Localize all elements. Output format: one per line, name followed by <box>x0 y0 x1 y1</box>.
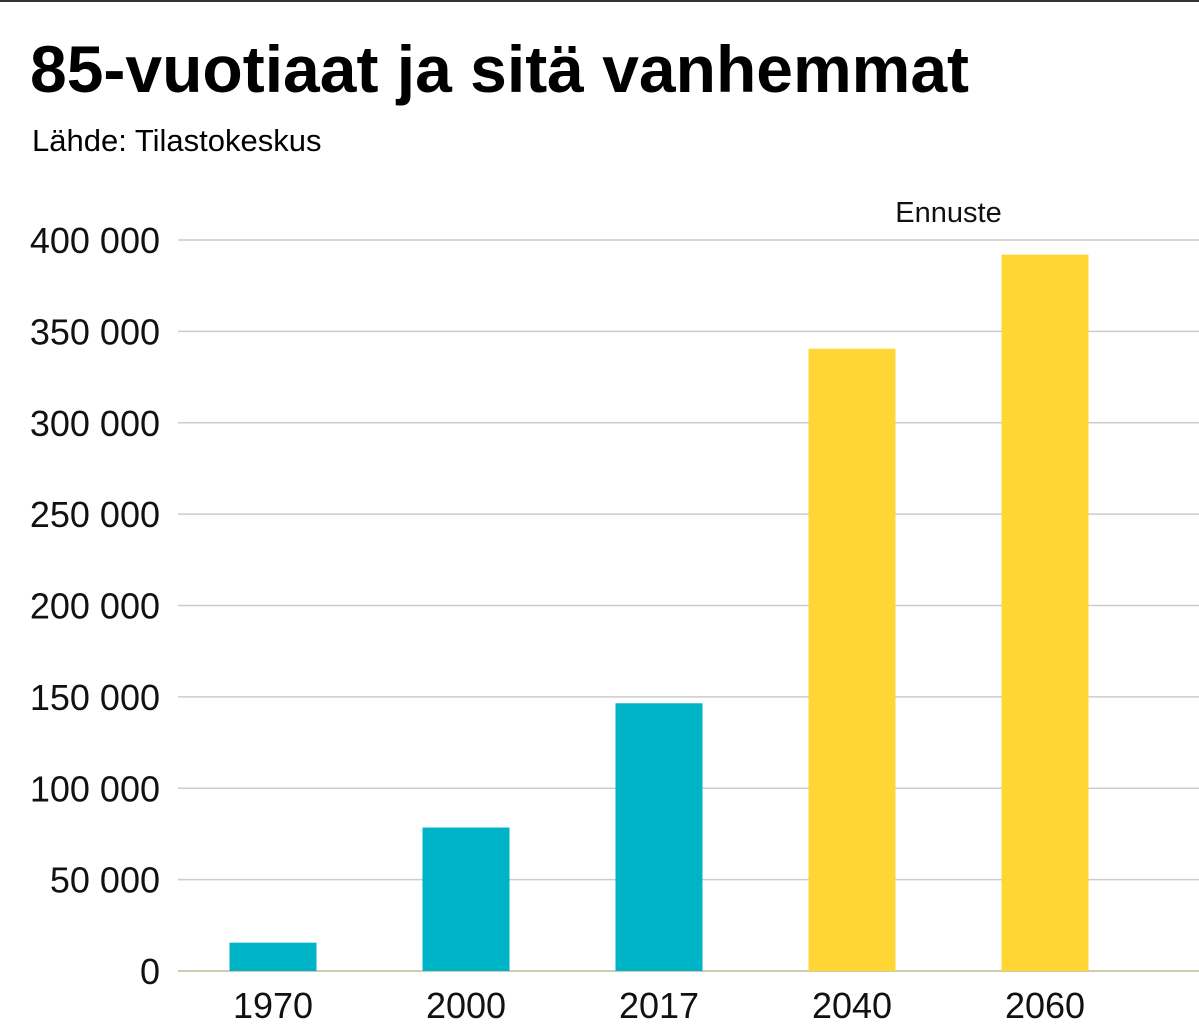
y-tick-label: 0 <box>140 951 160 992</box>
x-tick-label: 2060 <box>1005 985 1085 1026</box>
y-tick-label: 150 000 <box>30 677 160 718</box>
bar-2000 <box>422 827 510 971</box>
y-tick-label: 300 000 <box>30 403 160 444</box>
y-axis-tick-labels: 0 50 000 100 000 150 000 200 000 250 000 300 0… <box>30 220 160 992</box>
bar-2017 <box>615 703 703 971</box>
y-tick-label: 350 000 <box>30 311 160 352</box>
annotations: Ennuste <box>895 197 1001 229</box>
y-tick-label: 50 000 <box>50 860 160 901</box>
top-rule <box>0 0 1199 2</box>
x-tick-label: 2000 <box>426 985 506 1026</box>
chart-title: 85-vuotiaat ja sitä vanhemmat <box>30 32 970 106</box>
x-tick-label: 2017 <box>619 985 699 1026</box>
y-tick-label: 400 000 <box>30 220 160 261</box>
y-tick-label: 250 000 <box>30 494 160 535</box>
x-tick-label: 2040 <box>812 985 892 1026</box>
x-tick-label: 1970 <box>233 985 313 1026</box>
bar-1970 <box>229 942 317 971</box>
y-tick-label: 100 000 <box>30 768 160 809</box>
x-axis-tick-labels: 1970 2000 2017 2040 2060 <box>233 985 1085 1026</box>
y-tick-label: 200 000 <box>30 586 160 627</box>
chart-source: Lähde: Tilastokeskus <box>32 123 322 158</box>
bar-2060 <box>1001 254 1089 971</box>
bar-2040 <box>808 348 896 972</box>
forecast-annotation: Ennuste <box>895 197 1001 229</box>
bars <box>229 254 1089 972</box>
